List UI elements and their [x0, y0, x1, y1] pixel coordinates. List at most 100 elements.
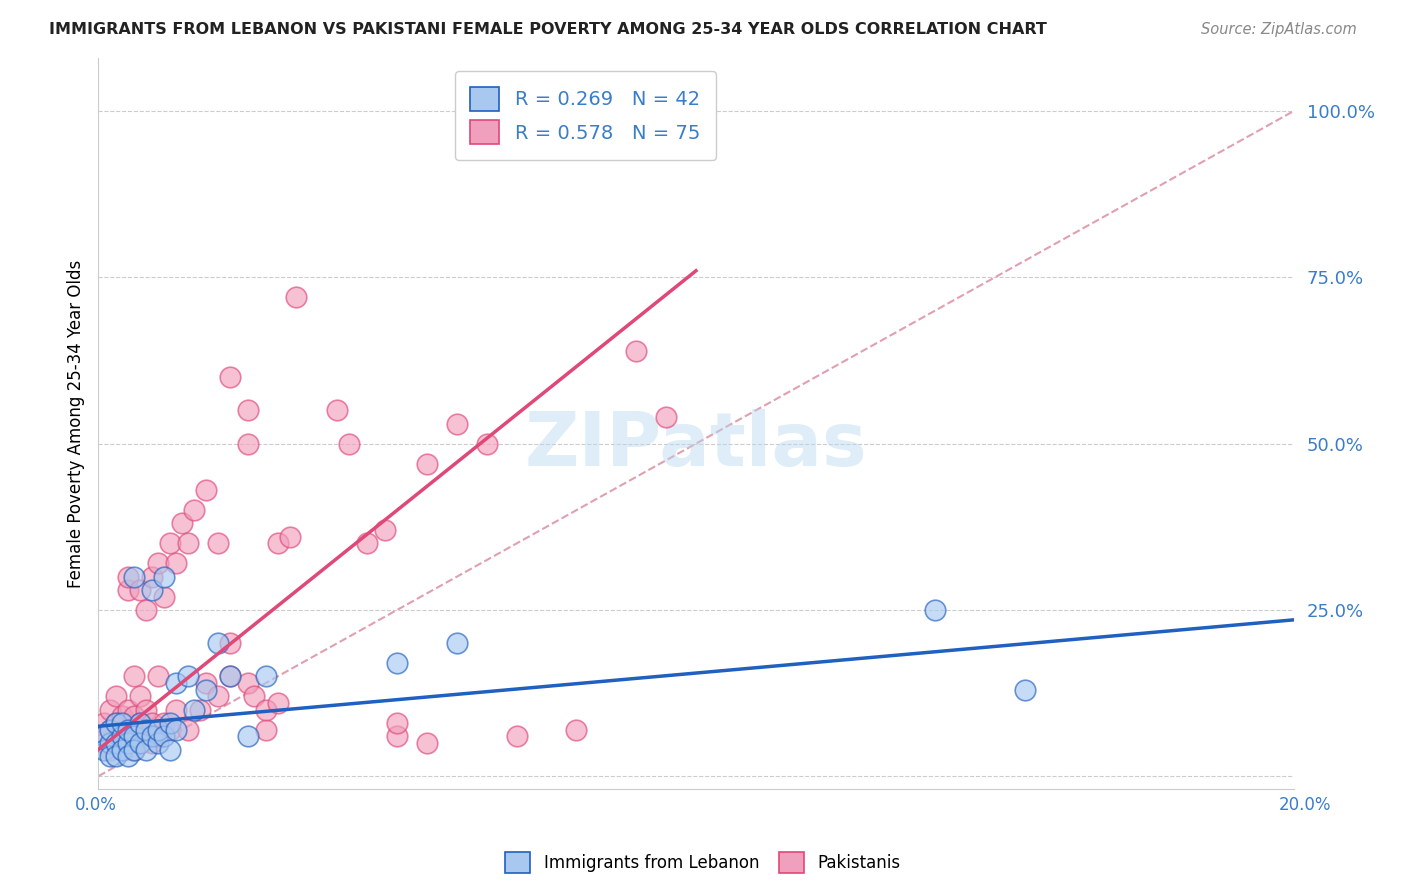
- Point: [129, 736, 152, 750]
- Point: [183, 703, 205, 717]
- Text: IMMIGRANTS FROM LEBANON VS PAKISTANI FEMALE POVERTY AMONG 25-34 YEAR OLDS CORREL: IMMIGRANTS FROM LEBANON VS PAKISTANI FEM…: [49, 22, 1047, 37]
- Text: ZIPatlas: ZIPatlas: [524, 409, 868, 483]
- Point: [219, 669, 242, 683]
- Point: [284, 290, 307, 304]
- Point: [924, 603, 946, 617]
- Point: [98, 703, 122, 717]
- Text: 20.0%: 20.0%: [1278, 796, 1331, 814]
- Point: [195, 682, 218, 697]
- Point: [416, 457, 439, 471]
- Point: [93, 742, 115, 756]
- Point: [98, 736, 122, 750]
- Point: [148, 557, 170, 571]
- Point: [117, 723, 139, 737]
- Point: [172, 516, 194, 531]
- Point: [124, 569, 146, 583]
- Point: [446, 417, 468, 431]
- Point: [105, 736, 128, 750]
- Point: [236, 436, 259, 450]
- Point: [159, 742, 181, 756]
- Point: [195, 676, 218, 690]
- Point: [129, 715, 152, 730]
- Point: [98, 723, 122, 737]
- Point: [236, 676, 259, 690]
- Point: [129, 582, 152, 597]
- Point: [177, 536, 200, 550]
- Point: [254, 703, 277, 717]
- Point: [124, 729, 146, 743]
- Point: [111, 742, 134, 756]
- Point: [188, 703, 211, 717]
- Point: [148, 669, 170, 683]
- Point: [356, 536, 378, 550]
- Point: [153, 569, 176, 583]
- Point: [105, 736, 128, 750]
- Point: [135, 603, 157, 617]
- Point: [655, 410, 678, 425]
- Point: [446, 636, 468, 650]
- Point: [141, 569, 163, 583]
- Point: [148, 736, 170, 750]
- Point: [475, 436, 498, 450]
- Point: [153, 715, 176, 730]
- Point: [117, 736, 139, 750]
- Point: [254, 723, 277, 737]
- Point: [129, 736, 152, 750]
- Point: [117, 723, 139, 737]
- Point: [159, 715, 181, 730]
- Point: [385, 715, 409, 730]
- Text: 0.0%: 0.0%: [75, 796, 117, 814]
- Text: Source: ZipAtlas.com: Source: ZipAtlas.com: [1201, 22, 1357, 37]
- Point: [267, 696, 290, 710]
- Point: [111, 715, 134, 730]
- Point: [254, 669, 277, 683]
- Point: [141, 715, 163, 730]
- Point: [165, 723, 187, 737]
- Point: [153, 729, 176, 743]
- Point: [124, 723, 146, 737]
- Point: [111, 723, 134, 737]
- Point: [177, 723, 200, 737]
- Point: [385, 656, 409, 670]
- Point: [117, 736, 139, 750]
- Point: [207, 536, 229, 550]
- Point: [98, 749, 122, 764]
- Point: [124, 709, 146, 723]
- Point: [148, 729, 170, 743]
- Point: [105, 715, 128, 730]
- Point: [105, 715, 128, 730]
- Point: [219, 669, 242, 683]
- Point: [93, 729, 115, 743]
- Point: [385, 729, 409, 743]
- Point: [236, 729, 259, 743]
- Point: [278, 530, 301, 544]
- Point: [111, 742, 134, 756]
- Point: [207, 636, 229, 650]
- Point: [117, 582, 139, 597]
- Point: [219, 636, 242, 650]
- Point: [183, 503, 205, 517]
- Point: [1014, 682, 1036, 697]
- Point: [111, 709, 134, 723]
- Point: [207, 690, 229, 704]
- Point: [148, 723, 170, 737]
- Point: [159, 723, 181, 737]
- Point: [117, 749, 139, 764]
- Point: [374, 523, 396, 537]
- Point: [135, 742, 157, 756]
- Point: [93, 736, 115, 750]
- Point: [243, 690, 266, 704]
- Point: [326, 403, 349, 417]
- Legend: Immigrants from Lebanon, Pakistanis: Immigrants from Lebanon, Pakistanis: [499, 846, 907, 880]
- Point: [141, 582, 163, 597]
- Point: [267, 536, 290, 550]
- Point: [165, 557, 187, 571]
- Point: [177, 669, 200, 683]
- Point: [98, 742, 122, 756]
- Point: [626, 343, 648, 358]
- Point: [165, 676, 187, 690]
- Point: [124, 669, 146, 683]
- Point: [98, 723, 122, 737]
- Point: [124, 742, 146, 756]
- Point: [195, 483, 218, 498]
